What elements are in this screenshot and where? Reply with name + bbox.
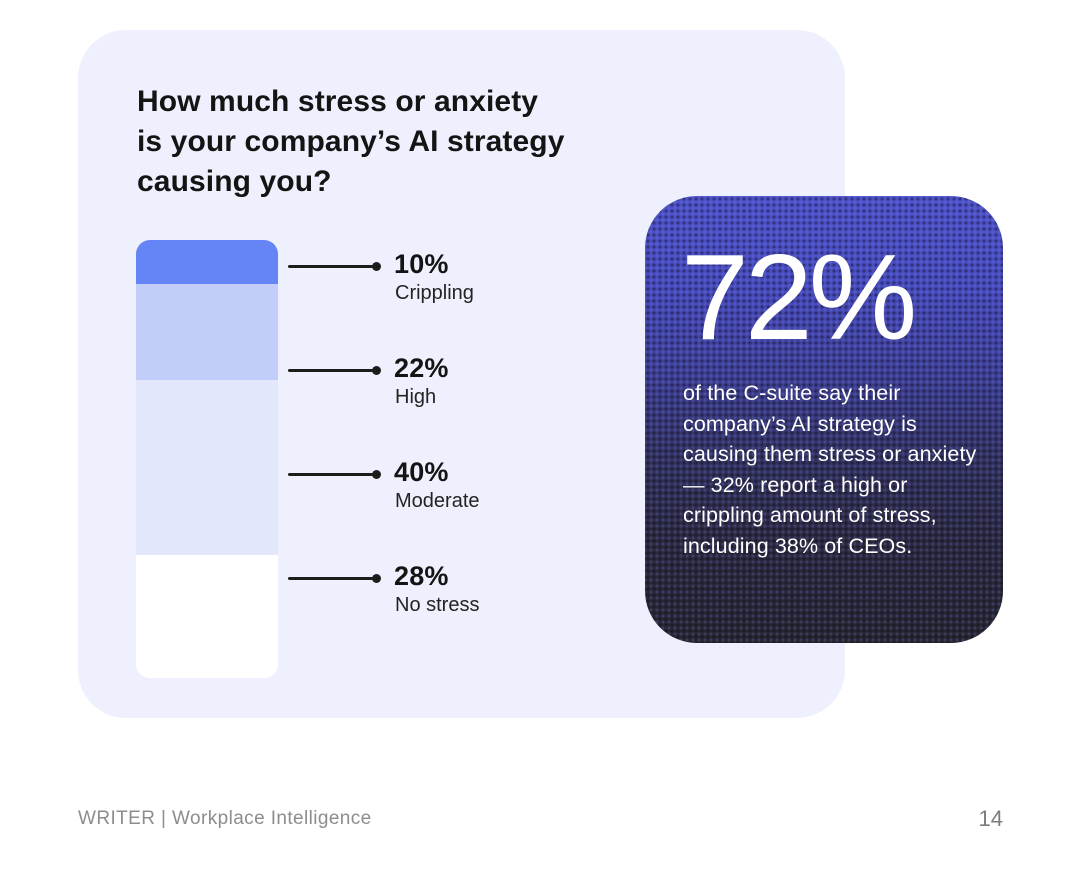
bar-segment-moderate [136, 380, 278, 556]
bar-segment-crippling [136, 240, 278, 284]
chart-title-line: How much stress or anxiety [137, 85, 539, 118]
page-number: 14 [978, 806, 1003, 831]
bar-segment-high [136, 283, 278, 381]
leader-line [288, 472, 374, 476]
segment-category-label: Moderate [395, 490, 480, 512]
stat-callout-card: 72% of the C-suite say their company’s A… [645, 196, 1003, 643]
segment-category-label: Crippling [395, 282, 474, 304]
stat-value: 72% [681, 229, 917, 365]
segment-category-label: No stress [395, 594, 480, 616]
leader-dot [372, 573, 381, 583]
segment-percent-label: 22% [394, 353, 449, 383]
leader-line [288, 264, 374, 268]
chart-title-line: is your company’s AI strategy [137, 125, 565, 158]
leader-dot [372, 261, 381, 271]
bar-segment-no-stress [136, 555, 278, 678]
segment-percent-label: 10% [394, 249, 449, 279]
footer-brand: WRITER | Workplace Intelligence [78, 808, 372, 829]
segment-percent-label: 40% [394, 457, 449, 487]
chart-title-line: causing you? [137, 165, 332, 198]
leader-line [288, 576, 374, 580]
chart-title: How much stress or anxiety is your compan… [137, 82, 565, 202]
stacked-bar [136, 240, 278, 678]
leader-line [288, 368, 374, 372]
leader-dot [372, 469, 381, 479]
leader-dot [372, 365, 381, 375]
segment-percent-label: 28% [394, 561, 449, 591]
stat-description: of the C-suite say their company’s AI st… [683, 381, 977, 558]
segment-category-label: High [395, 386, 437, 408]
